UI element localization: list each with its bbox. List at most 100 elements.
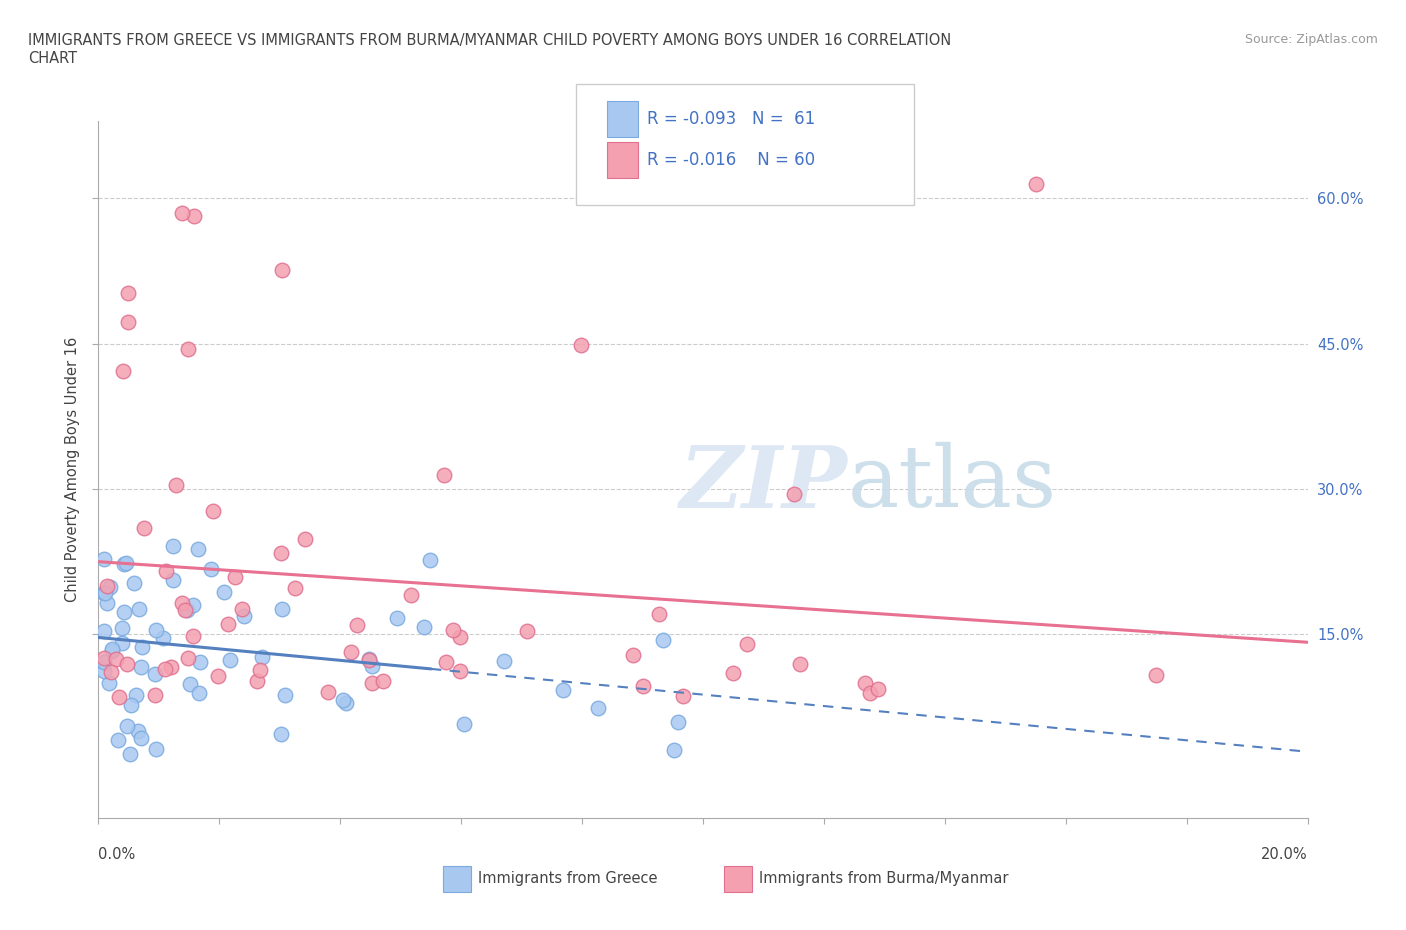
Text: Immigrants from Burma/Myanmar: Immigrants from Burma/Myanmar (759, 871, 1008, 886)
Point (132, 521, 155, 536)
Point (127, 724, 149, 738)
Point (666, 714, 689, 729)
Point (361, 658, 384, 673)
Text: ZIP: ZIP (681, 442, 848, 525)
Text: 20.0%: 20.0% (1261, 847, 1308, 862)
Point (316, 684, 339, 699)
Point (143, 688, 166, 703)
Point (181, 597, 204, 612)
Point (270, 726, 292, 741)
Point (332, 693, 354, 708)
Point (176, 603, 198, 618)
Y-axis label: Child Poverty Among Boys Under 16: Child Poverty Among Boys Under 16 (65, 337, 80, 603)
Point (385, 610, 408, 625)
Point (120, 698, 142, 712)
Point (294, 532, 316, 547)
Point (868, 682, 890, 697)
Point (117, 286, 139, 300)
Point (270, 546, 292, 561)
Point (111, 620, 134, 635)
Point (93, 664, 115, 679)
Point (183, 209, 205, 224)
Point (340, 644, 363, 659)
Point (112, 557, 135, 572)
Point (100, 665, 122, 680)
Point (162, 572, 184, 587)
Point (114, 556, 136, 571)
Point (96, 578, 118, 593)
Point (143, 666, 166, 681)
Point (96, 596, 118, 611)
Point (159, 659, 181, 674)
Point (188, 654, 211, 669)
Point (93, 650, 115, 665)
Point (129, 731, 152, 746)
Point (117, 315, 139, 330)
Point (621, 647, 644, 662)
Point (219, 653, 242, 668)
Point (399, 588, 422, 603)
Point (412, 619, 434, 634)
Point (118, 747, 141, 762)
Point (200, 562, 222, 577)
Text: Immigrants from Greece: Immigrants from Greece (478, 871, 658, 886)
Point (101, 644, 124, 658)
Point (433, 468, 456, 483)
Point (155, 564, 177, 578)
Point (131, 639, 153, 654)
Point (152, 631, 174, 645)
Point (105, 652, 128, 667)
Point (346, 618, 368, 632)
Point (1024, 177, 1046, 192)
Point (853, 676, 876, 691)
Point (174, 603, 197, 618)
Point (145, 623, 167, 638)
Point (129, 659, 152, 674)
Point (115, 657, 138, 671)
Point (434, 655, 457, 670)
Point (662, 743, 685, 758)
Point (651, 632, 673, 647)
Point (441, 623, 464, 638)
Point (187, 541, 209, 556)
Point (115, 719, 138, 734)
Text: R = -0.016    N = 60: R = -0.016 N = 60 (647, 151, 815, 169)
Point (188, 685, 211, 700)
Point (271, 262, 294, 277)
Point (172, 206, 194, 220)
Point (273, 688, 295, 703)
Text: CHART: CHART (28, 51, 77, 66)
Text: 0.0%: 0.0% (98, 847, 135, 862)
Point (494, 653, 516, 668)
Point (93, 655, 115, 670)
Point (1144, 667, 1167, 682)
Point (516, 624, 538, 639)
Point (586, 700, 609, 715)
Point (357, 651, 380, 666)
Point (859, 685, 882, 700)
Point (735, 637, 758, 652)
Point (224, 570, 246, 585)
Point (122, 576, 145, 591)
Point (249, 663, 271, 678)
Text: R = -0.093   N =  61: R = -0.093 N = 61 (647, 110, 815, 128)
Point (162, 538, 184, 553)
Point (177, 651, 200, 666)
Point (112, 364, 135, 379)
Point (217, 617, 239, 631)
Point (231, 602, 253, 617)
Point (108, 690, 131, 705)
Point (212, 585, 235, 600)
Text: atlas: atlas (848, 442, 1057, 525)
Point (177, 341, 200, 356)
Point (359, 653, 381, 668)
Point (631, 679, 654, 694)
Point (207, 669, 229, 684)
Point (569, 338, 592, 352)
Text: Source: ZipAtlas.com: Source: ZipAtlas.com (1244, 33, 1378, 46)
Point (250, 649, 273, 664)
Point (93, 623, 115, 638)
Point (232, 608, 254, 623)
Point (361, 676, 384, 691)
Point (94, 585, 117, 600)
